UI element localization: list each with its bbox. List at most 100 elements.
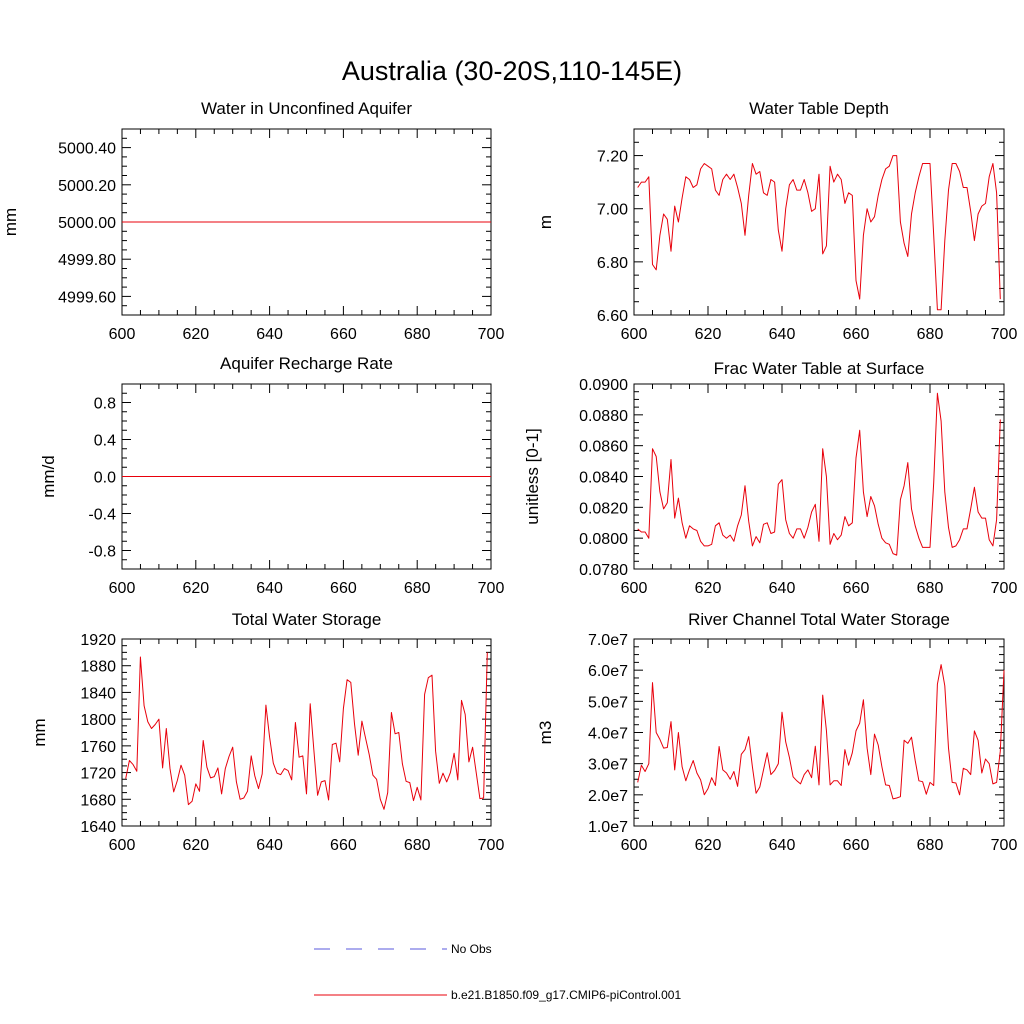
x-tick-label: 700 <box>991 580 1018 597</box>
x-tick-label: 680 <box>917 580 944 597</box>
x-tick-label: 620 <box>182 326 209 343</box>
legend: No Obs b.e21.B1850.f09_g17.CMIP6-piContr… <box>314 942 681 1002</box>
x-tick-label: 700 <box>991 326 1018 343</box>
y-tick-label: 0.8 <box>94 396 116 413</box>
x-tick-label: 620 <box>695 837 722 854</box>
x-tick-label: 600 <box>621 326 648 343</box>
y-tick-label: 0.0820 <box>579 500 628 517</box>
x-tick-label: 640 <box>256 837 283 854</box>
y-tick-label: 2.0e7 <box>588 788 628 805</box>
y-tick-label: 5.0e7 <box>588 694 628 711</box>
x-tick-label: 640 <box>256 580 283 597</box>
x-tick-label: 660 <box>330 837 357 854</box>
x-tick-label: 660 <box>843 837 870 854</box>
x-tick-label: 660 <box>330 326 357 343</box>
legend-label-no-obs: No Obs <box>451 942 492 956</box>
panel-title: Total Water Storage <box>232 610 382 629</box>
plot-frame <box>633 638 1005 827</box>
x-tick-label: 660 <box>843 580 870 597</box>
y-axis-label: mm <box>1 208 20 236</box>
y-tick-label: -0.8 <box>88 544 116 561</box>
y-tick-label: -0.4 <box>88 507 116 524</box>
y-axis-label: m3 <box>536 721 555 745</box>
y-tick-label: 4.0e7 <box>588 726 628 743</box>
y-tick-label: 5000.00 <box>58 215 116 232</box>
y-tick-label: 1840 <box>80 685 116 702</box>
x-tick-label: 640 <box>256 326 283 343</box>
x-tick-label: 700 <box>478 326 505 343</box>
y-tick-label: 0.0880 <box>579 408 628 425</box>
y-tick-label: 7.0e7 <box>588 632 628 649</box>
panel-aquifer-recharge-rate: Aquifer Recharge Rate 600 620 640 660 680 700 -… <box>39 354 504 597</box>
y-tick-label: 4999.80 <box>58 252 116 269</box>
y-tick-label: 0.0800 <box>579 531 628 548</box>
y-tick-label: 1.0e7 <box>588 819 628 836</box>
y-tick-label: 5000.40 <box>58 141 116 158</box>
y-tick-label: 1920 <box>80 632 116 649</box>
x-tick-label: 640 <box>769 837 796 854</box>
y-tick-label: 7.20 <box>597 149 628 166</box>
x-tick-label: 620 <box>182 837 209 854</box>
panel-title: Water in Unconfined Aquifer <box>201 99 412 118</box>
x-tick-label: 600 <box>109 326 136 343</box>
x-tick-label: 680 <box>404 837 431 854</box>
x-tick-label: 600 <box>109 580 136 597</box>
plot-frame <box>121 638 492 827</box>
y-tick-label: 3.0e7 <box>588 757 628 774</box>
x-tick-label: 640 <box>769 580 796 597</box>
y-tick-label: 6.60 <box>597 308 628 325</box>
series-line-picontrol <box>125 652 488 810</box>
panel-total-water-storage: Total Water Storage 600 620 640 660 680 700 164… <box>30 610 504 854</box>
y-tick-label: 1720 <box>80 766 116 783</box>
panel-title: Frac Water Table at Surface <box>714 359 925 378</box>
y-tick-label: 1880 <box>80 659 116 676</box>
panel-river-channel-total-water-storage: River Channel Total Water Storage 600 620 6… <box>536 610 1017 854</box>
y-tick-label: 1800 <box>80 712 116 729</box>
x-tick-label: 700 <box>478 837 505 854</box>
y-tick-label: 0.4 <box>94 433 116 450</box>
panel-frac-water-table-at-surface: Frac Water Table at Surface 600 620 640 660 6… <box>523 359 1017 597</box>
x-tick-label: 680 <box>404 326 431 343</box>
y-tick-label: 1760 <box>80 739 116 756</box>
x-tick-label: 700 <box>478 580 505 597</box>
series-line-picontrol <box>637 664 1005 800</box>
series-line-picontrol <box>637 392 1001 556</box>
x-tick-label: 700 <box>991 837 1018 854</box>
panel-title: Aquifer Recharge Rate <box>220 354 393 373</box>
panel-title: River Channel Total Water Storage <box>688 610 950 629</box>
plot-frame <box>633 128 1005 316</box>
y-tick-label: 0.0860 <box>579 439 628 456</box>
y-tick-label: 6.0e7 <box>588 663 628 680</box>
y-axis-label: unitless [0-1] <box>523 428 542 524</box>
figure-title: Australia (30-20S,110-145E) <box>342 56 682 86</box>
panel-title: Water Table Depth <box>749 99 889 118</box>
y-axis-label: mm/d <box>39 455 58 498</box>
series-line-picontrol <box>637 155 1001 311</box>
x-tick-label: 620 <box>695 326 722 343</box>
legend-label-picontrol: b.e21.B1850.f09_g17.CMIP6-piControl.001 <box>451 988 681 1002</box>
x-tick-label: 640 <box>769 326 796 343</box>
y-tick-label: 0.0840 <box>579 470 628 487</box>
y-tick-label: 4999.60 <box>58 289 116 306</box>
x-tick-label: 620 <box>182 580 209 597</box>
y-tick-label: 6.80 <box>597 255 628 272</box>
y-axis-label: mm <box>30 718 49 746</box>
x-tick-label: 680 <box>917 326 944 343</box>
panel-water-table-depth: Water Table Depth 600 620 640 660 680 700 6.60 6… <box>536 99 1017 343</box>
y-tick-label: 1680 <box>80 792 116 809</box>
y-tick-label: 0.0780 <box>579 562 628 579</box>
y-tick-label: 1640 <box>80 819 116 836</box>
x-tick-label: 660 <box>330 580 357 597</box>
x-tick-label: 600 <box>109 837 136 854</box>
panel-water-in-unconfined-aquifer: Water in Unconfined Aquifer 600 620 640 660 6… <box>1 99 504 343</box>
x-tick-label: 600 <box>621 580 648 597</box>
x-tick-label: 620 <box>695 580 722 597</box>
y-tick-label: 0.0 <box>94 470 116 487</box>
y-tick-label: 0.0900 <box>579 377 628 394</box>
x-tick-label: 680 <box>917 837 944 854</box>
x-tick-label: 680 <box>404 580 431 597</box>
x-tick-label: 600 <box>621 837 648 854</box>
y-tick-label: 7.00 <box>597 202 628 219</box>
y-tick-label: 5000.20 <box>58 178 116 195</box>
